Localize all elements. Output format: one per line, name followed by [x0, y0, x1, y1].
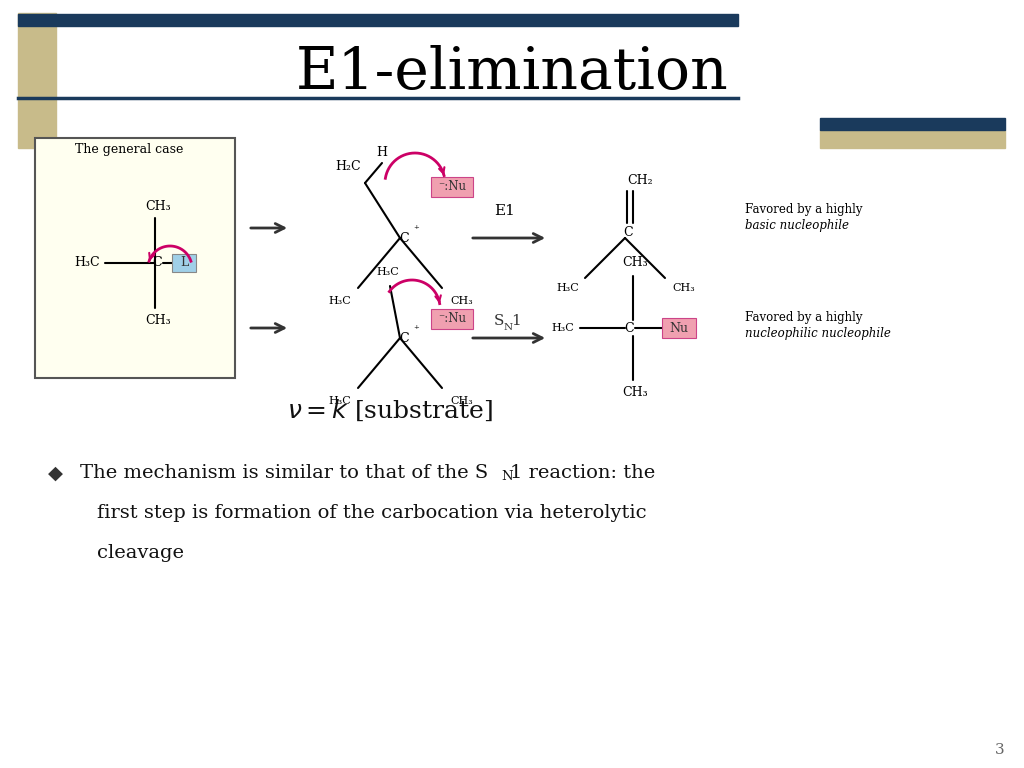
Text: CH₃: CH₃: [451, 296, 473, 306]
Text: first step is formation of the carbocation via heterolytic: first step is formation of the carbocati…: [97, 504, 646, 522]
Text: ◆: ◆: [47, 464, 62, 482]
Bar: [820, 118, 1005, 130]
Text: nucleophilic nucleophile: nucleophilic nucleophile: [745, 326, 891, 339]
FancyBboxPatch shape: [431, 309, 473, 329]
Text: N: N: [504, 323, 513, 333]
Text: ⁺: ⁺: [413, 325, 419, 335]
Text: E1-elimination: E1-elimination: [296, 45, 728, 101]
FancyBboxPatch shape: [35, 138, 234, 378]
Text: cleavage: cleavage: [97, 544, 184, 562]
Text: H₃C: H₃C: [74, 257, 99, 270]
Text: ⁺: ⁺: [413, 225, 419, 235]
Bar: [820, 130, 1005, 148]
Text: basic nucleophile: basic nucleophile: [745, 220, 849, 233]
Bar: [18, 14, 738, 26]
FancyBboxPatch shape: [662, 318, 696, 338]
Text: C: C: [624, 227, 633, 240]
Text: The general case: The general case: [75, 144, 183, 157]
Text: S: S: [494, 314, 504, 328]
Text: H₂C: H₂C: [335, 160, 360, 173]
Text: H₃C: H₃C: [552, 323, 574, 333]
Text: Favored by a highly: Favored by a highly: [745, 204, 862, 217]
Text: CH₃: CH₃: [673, 283, 695, 293]
Text: ⁻:Nu: ⁻:Nu: [438, 180, 466, 194]
FancyBboxPatch shape: [431, 177, 473, 197]
Text: CH₃: CH₃: [145, 200, 171, 213]
Text: Favored by a highly: Favored by a highly: [745, 312, 862, 325]
Text: H₃C: H₃C: [557, 283, 580, 293]
Text: Nu: Nu: [670, 322, 688, 335]
Text: H: H: [377, 147, 387, 160]
Text: C: C: [625, 322, 634, 335]
Text: 1: 1: [511, 314, 521, 328]
Text: H₃C: H₃C: [329, 296, 351, 306]
Text: CH₃: CH₃: [145, 313, 171, 326]
Text: 1 reaction: the: 1 reaction: the: [510, 464, 655, 482]
Text: The mechanism is similar to that of the S: The mechanism is similar to that of the …: [80, 464, 488, 482]
Text: C: C: [153, 257, 162, 270]
FancyBboxPatch shape: [172, 254, 196, 272]
Text: N: N: [501, 471, 513, 484]
Text: CH₃: CH₃: [623, 386, 648, 399]
Text: 3: 3: [995, 743, 1005, 757]
Text: CH₂: CH₂: [627, 174, 653, 187]
Text: E1: E1: [495, 204, 515, 218]
Text: H₃C: H₃C: [329, 396, 351, 406]
Text: CH₃: CH₃: [451, 396, 473, 406]
Text: H₃C: H₃C: [377, 267, 399, 277]
Bar: [18, 13, 56, 148]
Text: $\nu = k$ [substrate]: $\nu = k$ [substrate]: [287, 397, 493, 422]
Text: C: C: [399, 231, 409, 244]
Text: ⁻:Nu: ⁻:Nu: [438, 313, 466, 326]
Text: CH₃: CH₃: [623, 257, 648, 270]
Text: C: C: [399, 332, 409, 345]
Text: L: L: [180, 257, 188, 270]
